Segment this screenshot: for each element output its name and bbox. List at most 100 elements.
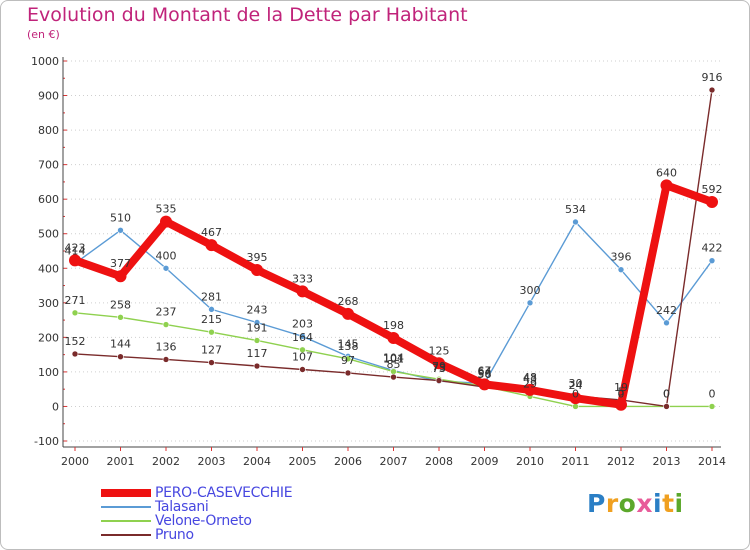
data-point [296,285,309,298]
y-tick-label: 100 [38,366,59,379]
chart-legend: PERO-CASEVECCHIE Talasani Velone-Orneto Pru… [101,484,293,543]
legend-label: Talasani [155,498,209,515]
data-label: 258 [110,298,131,311]
logo-letter: r [605,489,619,518]
legend-swatch [101,488,151,497]
data-label: 43 [523,373,537,386]
data-point [344,355,352,363]
data-label: 191 [247,321,268,334]
data-point [299,333,306,340]
data-point [162,321,170,328]
data-point [208,328,215,336]
data-label: 396 [611,251,632,264]
x-tick-label: 2004 [243,455,271,468]
data-point [569,392,582,405]
data-label: 300 [520,284,541,297]
data-label: 107 [292,350,313,363]
y-tick-label: 300 [38,297,59,310]
data-label: 144 [110,338,131,351]
data-label: 268 [338,295,359,308]
data-label: 30 [569,377,583,390]
data-label: 0 [663,387,670,400]
data-label: 271 [65,294,86,307]
y-tick-label: 900 [38,90,59,103]
data-label: 203 [292,317,313,330]
data-label: 0 [572,387,579,400]
data-label: 79 [432,360,446,373]
y-tick-label: -100 [34,435,59,448]
x-tick-label: 2012 [607,455,635,468]
data-label: 0 [663,387,670,400]
data-label: 467 [201,226,222,239]
x-tick-label: 2011 [562,455,590,468]
logo-letter: x [636,489,653,518]
data-label: 333 [292,272,313,285]
data-point [299,346,306,354]
data-point [117,353,124,361]
x-tick-label: 2013 [653,455,681,468]
data-label: 535 [156,203,177,216]
data-point [71,350,79,358]
data-label: 58 [478,367,492,380]
data-point [706,195,718,208]
legend-item: Pruno [101,527,292,543]
logo-letter: P [587,489,606,518]
data-point [208,306,215,313]
legend-label: PERO-CASEVECCHIE [155,484,293,501]
x-tick-label: 2014 [698,455,726,468]
data-label: 281 [201,290,222,303]
data-label: 24 [569,379,583,392]
data-label: 117 [247,347,268,360]
y-tick-label: 0 [52,400,59,413]
x-tick-label: 2005 [289,455,317,468]
data-point [344,369,352,377]
data-point [387,332,400,345]
logo-letter: o [618,489,637,518]
data-label: 400 [156,249,177,262]
data-point [572,218,579,226]
y-tick-label: 1000 [31,55,59,68]
data-label: 164 [292,331,313,344]
data-point [162,264,170,272]
logo-letter: i [674,489,684,518]
data-label: 414 [65,244,86,257]
data-label: 73 [432,362,446,375]
x-tick-label: 2006 [334,455,362,468]
data-label: 19 [614,381,628,394]
data-label: 29 [523,377,537,390]
data-label: 104 [383,352,404,365]
logo-letter: t [662,489,675,518]
data-label: 198 [383,319,404,332]
data-point [71,309,79,317]
data-point [433,357,445,370]
data-label: 138 [338,340,359,353]
data-label: 916 [702,71,723,84]
x-tick-label: 2008 [425,455,453,468]
x-tick-label: 2009 [471,455,499,468]
data-point [708,257,716,264]
legend-swatch [101,519,151,522]
data-point [615,398,627,411]
data-label: 0 [618,387,625,400]
data-label: 145 [338,337,359,350]
legend-item: Velone-Orneto [101,513,292,529]
legend-item: PERO-CASEVECCHIE [101,484,293,501]
data-point [160,215,172,228]
data-label: 534 [565,203,586,216]
data-point [524,383,536,396]
y-tick-label: 500 [38,228,59,241]
y-tick-label: 800 [38,124,59,137]
legend-swatch [101,533,151,536]
data-label: 242 [656,304,677,317]
axis-layer: -100010020030040050060070080090010002000… [31,55,726,468]
y-tick-label: 400 [38,262,59,275]
data-label: 48 [523,371,537,384]
data-point [162,356,170,363]
data-point [390,373,397,381]
data-label: 136 [156,340,177,353]
data-point [208,359,215,366]
x-tick-label: 2010 [516,455,544,468]
data-label: 101 [383,353,404,366]
